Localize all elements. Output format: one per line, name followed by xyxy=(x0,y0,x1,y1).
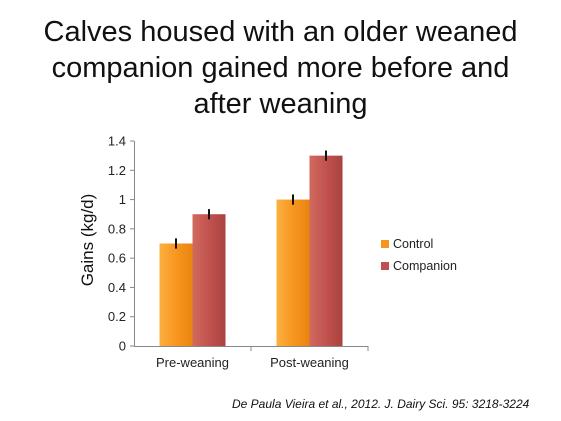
y-tick-label: 0.8 xyxy=(108,221,126,236)
x-category-label: Pre-weaning xyxy=(156,355,229,370)
bar-companion-post-weaning xyxy=(309,155,343,346)
citation: De Paula Vieira et al., 2012. J. Dairy S… xyxy=(232,397,530,411)
legend-swatch-control xyxy=(381,240,389,248)
y-tick-label: 0.2 xyxy=(108,309,126,324)
y-axis-label: Gains (kg/d) xyxy=(78,194,97,287)
y-tick-label: 1 xyxy=(119,192,126,207)
y-tick-label: 0.6 xyxy=(108,251,126,266)
y-tick-label: 0.4 xyxy=(108,280,126,295)
legend-label-companion: Companion xyxy=(393,259,457,273)
legend: Control Companion xyxy=(381,233,457,277)
legend-item-control: Control xyxy=(381,233,457,255)
title-line-2: companion gained more before and xyxy=(51,52,510,84)
bar-control-post-weaning xyxy=(276,199,310,346)
x-category-label: Post-weaning xyxy=(270,355,349,370)
bar-control-pre-weaning xyxy=(159,243,193,346)
slide-title: Calves housed with an older weaned compa… xyxy=(0,14,561,122)
title-line-3: after weaning xyxy=(193,88,368,120)
title-line-1: Calves housed with an older weaned xyxy=(43,16,518,48)
y-tick-label: 1.4 xyxy=(108,134,126,149)
legend-swatch-companion xyxy=(381,262,389,270)
legend-item-companion: Companion xyxy=(381,255,457,277)
y-tick-label: 0 xyxy=(119,339,126,354)
legend-label-control: Control xyxy=(393,237,434,251)
y-tick-label: 1.2 xyxy=(108,163,126,178)
bar-companion-pre-weaning xyxy=(192,214,226,346)
